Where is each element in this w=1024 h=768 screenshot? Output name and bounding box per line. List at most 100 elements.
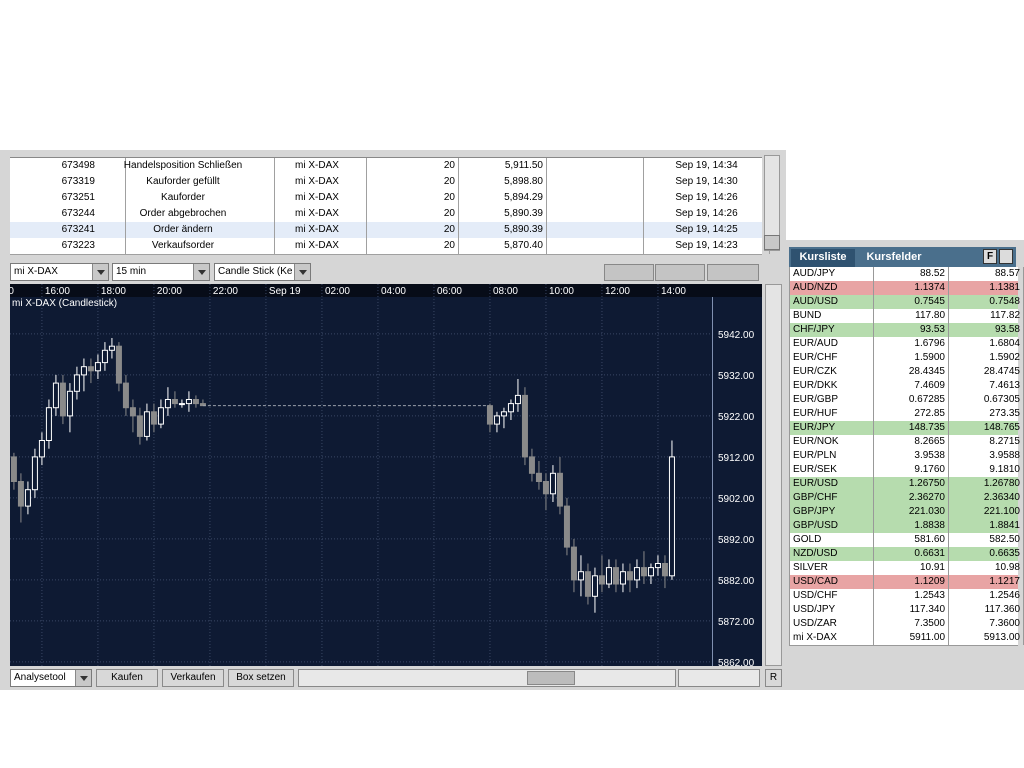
quote-row[interactable]: EUR/CZK 28.4345 28.4745: [790, 365, 1024, 380]
quote-ask: 3.9588: [942, 449, 1024, 463]
f-button[interactable]: F: [983, 249, 997, 264]
candle-body: [584, 571, 591, 597]
order-row[interactable]: 673319 Kauforder gefüllt mi X-DAX 20 5,898.8…: [10, 174, 770, 191]
candle-body: [563, 505, 570, 548]
quote-row[interactable]: EUR/HUF 272.85 273.35: [790, 407, 1024, 422]
candle-body: [626, 571, 633, 581]
scroll-down[interactable]: [764, 235, 780, 250]
y-tick-label: 5942.00: [718, 330, 755, 341]
quote-row[interactable]: EUR/CHF 1.5900 1.5902: [790, 351, 1024, 366]
quote-row[interactable]: EUR/GBP 0.67285 0.67305: [790, 393, 1024, 408]
dropdown-arrow: [75, 670, 91, 686]
order-row[interactable]: 673223 Verkaufsorder mi X-DAX 20 5,870.40 Sep…: [10, 238, 770, 255]
dropdown-arrow: [92, 264, 108, 280]
candle-body: [52, 382, 59, 409]
quote-bid: 10.91: [867, 561, 949, 575]
quote-row[interactable]: mi X-DAX 5911.00 5913.00: [790, 631, 1024, 646]
style-label: Candle Stick (Ke: [218, 266, 293, 277]
style-select[interactable]: Candle Stick (Ke: [214, 263, 311, 281]
quote-row[interactable]: SILVER 10.91 10.98: [790, 561, 1024, 576]
candle-body: [577, 571, 584, 581]
quote-row[interactable]: AUD/NZD 1.1374 1.1381: [790, 281, 1024, 296]
candle-body: [598, 575, 605, 585]
draw-tools[interactable]: [604, 264, 654, 281]
quote-row[interactable]: GOLD 581.60 582.50: [790, 533, 1024, 548]
view-tools[interactable]: [707, 264, 759, 281]
quote-symbol: CHF/JPY: [790, 323, 874, 337]
quote-bid: 1.5900: [867, 351, 949, 365]
orders-scrollbar[interactable]: [764, 155, 780, 251]
quote-row[interactable]: CHF/JPY 93.53 93.58: [790, 323, 1024, 338]
quote-symbol: AUD/USD: [790, 295, 874, 309]
quote-row[interactable]: USD/JPY 117.340 117.360: [790, 603, 1024, 618]
candle-body: [59, 382, 66, 417]
quote-bid: 1.26750: [867, 477, 949, 491]
quote-row[interactable]: GBP/JPY 221.030 221.100: [790, 505, 1024, 520]
quote-row[interactable]: USD/CHF 1.2543 1.2546: [790, 589, 1024, 604]
order-price: 5,890.39: [452, 222, 547, 238]
x-tick-label: 18:00: [101, 286, 126, 297]
order-id: 673244: [10, 206, 126, 222]
chart-scrollbar[interactable]: [765, 284, 782, 666]
quote-row[interactable]: EUR/DKK 7.4609 7.4613: [790, 379, 1024, 394]
tab[interactable]: Kursfelder: [866, 251, 922, 263]
instrument-label: mi X-DAX: [14, 266, 58, 277]
grid-tools[interactable]: [655, 264, 705, 281]
tool-label: Analysetool: [14, 672, 66, 683]
quote-row[interactable]: GBP/CHF 2.36270 2.36340: [790, 491, 1024, 506]
zoom-slider[interactable]: [678, 669, 760, 687]
instrument-select[interactable]: mi X-DAX: [10, 263, 109, 281]
quote-ask: 0.67305: [942, 393, 1024, 407]
candle-body: [633, 567, 640, 581]
sell-button[interactable]: Verkaufen: [162, 669, 224, 687]
quote-row[interactable]: AUD/USD 0.7545 0.7548: [790, 295, 1024, 310]
quote-row[interactable]: EUR/PLN 3.9538 3.9588: [790, 449, 1024, 464]
quote-row[interactable]: NZD/USD 0.6631 0.6635: [790, 547, 1024, 562]
scroll-thumb[interactable]: [527, 671, 575, 685]
y-tick-label: 5882.00: [718, 576, 755, 587]
order-row[interactable]: 673244 Order abgebrochen mi X-DAX 20 5,890.3…: [10, 206, 770, 223]
orders-table: 673498 Handelsposition Schließen mi X-DAX 2…: [10, 157, 770, 255]
quote-row[interactable]: EUR/AUD 1.6796 1.6804: [790, 337, 1024, 352]
quote-row[interactable]: EUR/SEK 9.1760 9.1810: [790, 463, 1024, 478]
x-tick-label: 08:00: [493, 286, 518, 297]
buy-button[interactable]: Kaufen: [96, 669, 158, 687]
h-scrollbar[interactable]: [298, 669, 676, 687]
quote-ask: 1.5902: [942, 351, 1024, 365]
candle-body: [507, 403, 514, 413]
order-instrument: mi X-DAX: [268, 206, 367, 222]
box-button[interactable]: Box setzen: [228, 669, 294, 687]
quote-row[interactable]: BUND 117.80 117.82: [790, 309, 1024, 324]
quote-row[interactable]: GBP/USD 1.8838 1.8841: [790, 519, 1024, 534]
quote-row[interactable]: EUR/USD 1.26750 1.26780: [790, 477, 1024, 492]
order-row[interactable]: 673251 Kauforder mi X-DAX 20 5,894.29 Sep 19,…: [10, 190, 770, 207]
tab[interactable]: Kursliste: [791, 249, 855, 267]
quote-symbol: USD/ZAR: [790, 617, 874, 631]
order-time: Sep 19, 14:34: [643, 158, 770, 174]
reset-button[interactable]: R: [765, 669, 782, 687]
quote-row[interactable]: EUR/JPY 148.735 148.765: [790, 421, 1024, 436]
order-row[interactable]: 673241 Order ändern mi X-DAX 20 5,890.39 Sep …: [10, 222, 770, 239]
quote-row[interactable]: USD/CAD 1.1209 1.1217: [790, 575, 1024, 590]
candle-body: [640, 567, 647, 577]
quote-row[interactable]: EUR/NOK 8.2665 8.2715: [790, 435, 1024, 450]
quote-row[interactable]: USD/ZAR 7.3500 7.3600: [790, 617, 1024, 632]
interval-select[interactable]: 15 min: [112, 263, 210, 281]
candle-body: [150, 411, 157, 425]
quote-ask: 273.35: [942, 407, 1024, 421]
candle-body: [129, 407, 136, 417]
candle-body: [45, 407, 52, 441]
order-row[interactable]: 673498 Handelsposition Schließen mi X-DAX 2…: [10, 158, 770, 175]
candle-body: [38, 440, 45, 458]
tool-select[interactable]: Analysetool: [10, 669, 92, 687]
quote-symbol: USD/JPY: [790, 603, 874, 617]
y-tick-label: 5922.00: [718, 412, 755, 423]
quote-ask: 9.1810: [942, 463, 1024, 477]
quote-bid: 0.7545: [867, 295, 949, 309]
order-price: 5,870.40: [452, 238, 547, 254]
order-time: Sep 19, 14:26: [643, 190, 770, 206]
window-button[interactable]: [999, 249, 1013, 264]
quote-row[interactable]: AUD/JPY 88.52 88.57: [790, 267, 1024, 282]
quote-symbol: AUD/NZD: [790, 281, 874, 295]
candle-body: [661, 563, 668, 577]
